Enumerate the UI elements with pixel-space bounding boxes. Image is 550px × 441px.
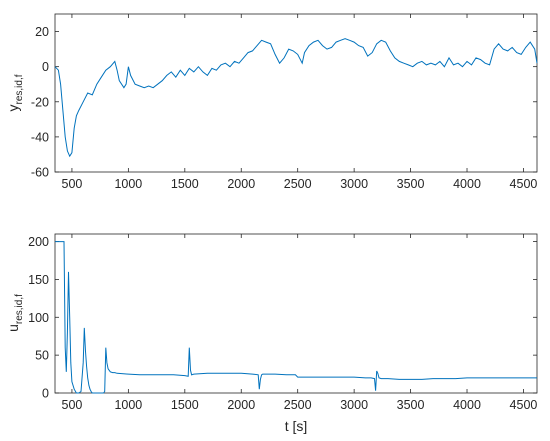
x-tick-label: 2500	[284, 398, 312, 412]
bottom-plot-panel: 500 1000 1500 2000 2500 3000 3500 4000 4500 0 50 1…	[5, 233, 538, 434]
y-tick-label: -60	[31, 166, 49, 180]
y-tick-label: -40	[31, 130, 49, 144]
y-tick-label: 0	[42, 60, 49, 74]
y-axis-label-sub: res,id,f	[14, 74, 25, 104]
x-tick-label: 1000	[114, 177, 142, 191]
x-tick-label: 4500	[510, 177, 538, 191]
series-line-u-res	[55, 241, 537, 394]
x-axis-label: t [s]	[285, 418, 308, 434]
plot-area-bottom	[54, 233, 538, 394]
y-axis-label-top: yres,id,f	[5, 74, 25, 111]
y-axis-label-main: y	[5, 105, 21, 112]
y-tick-label: 0	[42, 387, 49, 401]
x-tick-label: 3500	[397, 177, 425, 191]
x-tick-label: 4500	[510, 398, 538, 412]
top-plot-panel: 500 1000 1500 2000 2500 3000 3500 4000 4500 -60-…	[5, 13, 538, 191]
y-axis-label-main: u	[5, 324, 21, 332]
x-tick-label: 4000	[453, 398, 481, 412]
x-tick-label: 1000	[114, 398, 142, 412]
y-axis-label-bottom: ures,id,f	[5, 294, 25, 332]
y-tick-label: 100	[28, 311, 49, 325]
y-axis-label-sub: res,id,f	[14, 294, 25, 324]
x-tick-label: 500	[62, 177, 83, 191]
x-tick-label: 3000	[340, 398, 368, 412]
x-tick-label: 2500	[284, 177, 312, 191]
x-tick-label: 1500	[171, 398, 199, 412]
y-tick-label: -20	[31, 95, 49, 109]
x-tick-label: 2000	[227, 398, 255, 412]
y-ticks-top: -60 -40 -20 0 20	[31, 25, 537, 180]
x-tick-label: 4000	[453, 177, 481, 191]
x-tick-label: 500	[62, 398, 83, 412]
y-tick-label: 150	[28, 273, 49, 287]
series-line-y-res	[54, 38, 538, 158]
y-tick-label: 50	[35, 349, 49, 363]
x-ticks-bottom: 500 1000 1500 2000 2500 3000 3500 4000 4500	[62, 234, 538, 412]
x-tick-label: 3000	[340, 177, 368, 191]
x-tick-label: 1500	[171, 177, 199, 191]
y-tick-label: 20	[35, 25, 49, 39]
x-tick-label: 3500	[397, 398, 425, 412]
y-tick-label: 200	[28, 235, 49, 249]
x-tick-label: 2000	[227, 177, 255, 191]
x-ticks-top: 500 1000 1500 2000 2500 3000 3500 4000 4500	[62, 14, 538, 191]
y-ticks-bottom: 0 50 100 150 200	[28, 235, 537, 401]
plot-area-top	[54, 13, 538, 173]
